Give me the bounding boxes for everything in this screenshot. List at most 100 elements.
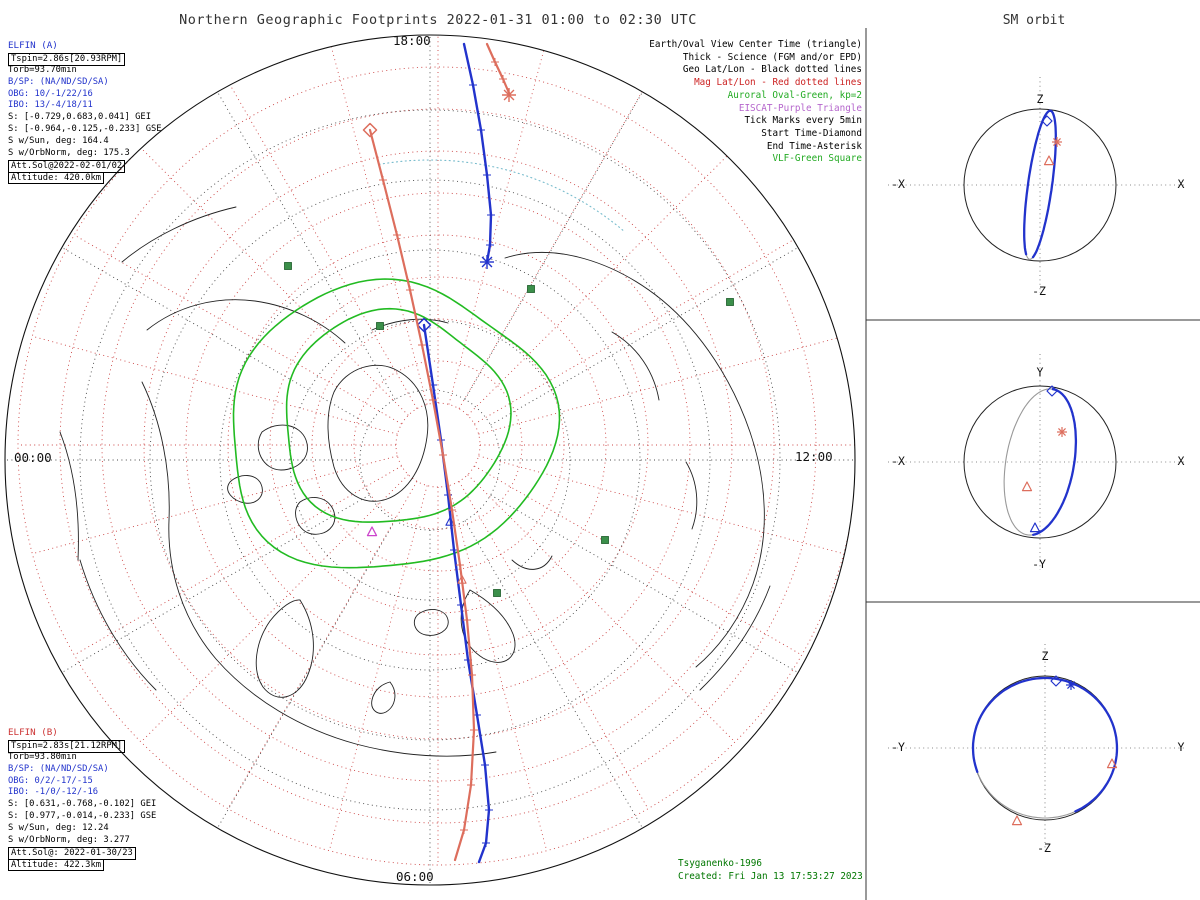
orbit-blue-arc [1023, 109, 1057, 259]
grid-circle [359, 389, 501, 531]
diamond-marker [416, 317, 432, 333]
info-line-text: Tspin=2.83s[21.12RPM] [8, 739, 126, 753]
grid-radial [227, 481, 418, 809]
diamond-marker [362, 122, 378, 138]
coastline-greenland [327, 364, 429, 502]
legend-line: Thick - Science (FGM and/or EPD) [602, 52, 862, 65]
clock-label-0000: 00:00 [14, 450, 52, 465]
triangle-marker [366, 526, 378, 537]
p1-axis-top: Z [1036, 92, 1044, 106]
asterisk-marker [481, 256, 493, 268]
clock-label-1800: 18:00 [393, 33, 431, 48]
info-line-text: Att.Sol@: 2022-01-30/23 [8, 846, 136, 860]
grid-radial [490, 494, 798, 673]
footprint-track [462, 42, 493, 264]
triangle-marker [1106, 758, 1118, 769]
info-line: S: [0.977,-0.014,-0.233] GSE [8, 811, 156, 823]
info-line: Torb=93.80min [8, 752, 156, 764]
coastline-canada [141, 381, 497, 757]
coastline-misc [59, 431, 771, 714]
grid-radial [62, 247, 370, 426]
info-line: S: [0.631,-0.768,-0.102] GEI [8, 799, 156, 811]
elfin-a-info-block: ELFIN (A) Tspin=2.86s[20.93RPM] Torb=93.7… [8, 40, 162, 185]
info-line: Att.Sol@2022-02-01/02 [8, 159, 162, 173]
info-line-text: OBG: 0/2/-17/-15 [8, 775, 93, 786]
info-line: S: [-0.964,-0.125,-0.233] GSE [8, 124, 162, 136]
grid-radial [478, 455, 844, 555]
grid-radial [458, 481, 649, 809]
grid-radial [474, 465, 802, 656]
legend-line-text: Geo Lat/Lon - Black dotted lines [682, 64, 862, 76]
asterisk-marker [1067, 681, 1075, 689]
grid-radial [467, 147, 736, 416]
triangle-marker [1011, 815, 1023, 826]
orbit-blue-arc [1032, 387, 1078, 536]
legend-line: End Time-Asterisk [602, 141, 862, 154]
asterisk-marker [503, 89, 515, 101]
info-line-text: Att.Sol@2022-02-01/02 [8, 159, 126, 173]
legend-line: Mag Lat/Lon - Red dotted lines [602, 77, 862, 90]
info-line-text: Altitude: 420.0km [8, 171, 105, 185]
model-label: Tsyganenko-1996 [678, 858, 762, 869]
p2-axis-left: -X [891, 454, 905, 468]
legend-line-text: End Time-Asterisk [766, 140, 862, 152]
earth-circle [963, 385, 1117, 539]
grid-radial [32, 455, 398, 555]
p3-axis-left: -Y [891, 740, 905, 754]
map-data-layer [232, 42, 734, 864]
triangle-marker [445, 516, 455, 526]
grid-radial [140, 474, 409, 743]
info-line: S w/OrbNorm, deg: 175.3 [8, 148, 162, 160]
info-line-text: S w/OrbNorm, deg: 175.3 [8, 148, 130, 159]
triangle-marker [1029, 522, 1041, 533]
vlf-square-marker [527, 285, 535, 293]
p1-axis-left: -X [891, 177, 905, 191]
info-line-text: Torb=93.80min [8, 751, 77, 762]
info-line-text: S w/OrbNorm, deg: 3.277 [8, 835, 130, 846]
info-line: IBO: -1/0/-12/-16 [8, 787, 156, 799]
info-line: Altitude: 420.0km [8, 171, 162, 185]
diamond-marker [1046, 385, 1058, 397]
info-line-text: IBO: -1/0/-12/-16 [8, 787, 99, 798]
grid-circle [101, 108, 775, 782]
legend-line-text: Earth/Oval View Center Time (triangle) [649, 39, 862, 50]
grid-circle [219, 249, 641, 671]
info-line-text: Altitude: 422.3km [8, 858, 105, 872]
info-line-text: S: [0.977,-0.014,-0.233] GSE [8, 811, 157, 822]
info-line: S w/Sun, deg: 164.4 [8, 136, 162, 148]
legend: Earth/Oval View Center Time (triangle) Th… [602, 39, 862, 166]
elfin-b-info-block: ELFIN (B) Tspin=2.83s[21.12RPM] Torb=93.8… [8, 727, 156, 872]
triangle-marker [1043, 155, 1055, 166]
grid-radial [62, 494, 370, 673]
legend-lines: Earth/Oval View Center Time (triangle) Th… [602, 39, 862, 166]
grid-circle [59, 66, 817, 824]
info-line-text: S: [0.631,-0.768,-0.102] GEI [8, 799, 157, 810]
coastline-alaska [121, 206, 449, 344]
coastlines [59, 206, 771, 757]
auroral-oval [285, 307, 512, 523]
legend-line-text: EISCAT-Purple Triangle [738, 102, 862, 114]
p2-axis-bottom: -Y [1032, 557, 1046, 571]
sm-orbit-title: SM orbit [1002, 13, 1066, 28]
info-line-text: S: [-0.729,0.683,0.041] GEI [8, 112, 151, 123]
grid-circle [353, 360, 523, 530]
info-line: Att.Sol@: 2022-01-30/23 [8, 846, 156, 860]
p3-axis-right: Y [1177, 740, 1185, 754]
clock-label-0600: 06:00 [396, 869, 434, 884]
auroral-oval [232, 278, 561, 569]
grid-radial [227, 81, 418, 409]
asterisk-marker [1058, 428, 1066, 436]
legend-line: EISCAT-Purple Triangle [602, 103, 862, 116]
map-grid-layer [6, 35, 855, 884]
legend-line: VLF-Green Square [602, 153, 862, 166]
grid-radial [448, 39, 548, 405]
grid-radial [217, 92, 396, 400]
asterisk-marker [1053, 138, 1061, 146]
grid-circle [79, 109, 781, 811]
info-line: B/SP: (NA/ND/SD/SA) [8, 77, 162, 89]
vlf-square-marker [601, 536, 609, 544]
p1-axis-bottom: -Z [1032, 284, 1046, 298]
grid-radial [32, 335, 398, 435]
grid-radial [474, 234, 802, 425]
